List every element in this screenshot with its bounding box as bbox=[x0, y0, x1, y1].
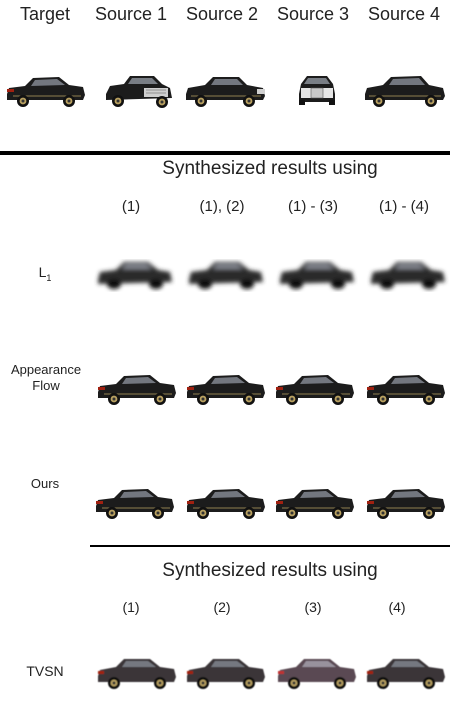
section-divider-thick bbox=[0, 151, 450, 155]
header-source-4: Source 4 bbox=[367, 4, 441, 24]
ours-result-3 bbox=[272, 480, 356, 526]
ours-result-1 bbox=[92, 480, 176, 526]
appearance-flow-result-1 bbox=[94, 366, 178, 412]
row-label-appearance-flow: Appearance Flow bbox=[0, 362, 92, 394]
l1-result-4 bbox=[365, 252, 449, 298]
section-2-col-2: (2) bbox=[213, 599, 231, 615]
row-label-tvsn: TVSN bbox=[26, 663, 64, 679]
section-1-title: Synthesized results using bbox=[162, 158, 378, 179]
section-2-title: Synthesized results using bbox=[162, 560, 378, 581]
appearance-flow-result-2 bbox=[183, 366, 267, 412]
section-2-col-1: (1) bbox=[122, 599, 140, 615]
appearance-flow-label-line: Flow bbox=[32, 378, 60, 393]
tvsn-result-3 bbox=[274, 650, 358, 696]
tvsn-result-2 bbox=[183, 650, 267, 696]
source-3-car-image bbox=[275, 68, 359, 114]
appearance-flow-result-3 bbox=[272, 366, 356, 412]
l1-result-2 bbox=[183, 252, 267, 298]
tvsn-result-4 bbox=[363, 650, 447, 696]
target-car-image bbox=[3, 68, 87, 114]
source-4-car-image bbox=[363, 68, 447, 114]
header-target: Target bbox=[19, 4, 71, 24]
tvsn-result-1 bbox=[94, 650, 178, 696]
header-source-1: Source 1 bbox=[94, 4, 168, 24]
section-1-col-2: (1), (2) bbox=[199, 198, 245, 215]
section-2-col-4: (4) bbox=[388, 599, 406, 615]
l1-result-3 bbox=[274, 252, 358, 298]
section-2-col-3: (3) bbox=[304, 599, 322, 615]
section-divider-thin bbox=[90, 545, 450, 547]
appearance-flow-result-4 bbox=[363, 366, 447, 412]
section-1-col-3: (1) - (3) bbox=[288, 198, 338, 215]
appearance-flow-label-line: Appearance bbox=[10, 362, 82, 377]
row-label-l1: L1 bbox=[38, 264, 52, 283]
l1-result-1 bbox=[92, 252, 176, 298]
row-label-ours: Ours bbox=[30, 476, 60, 491]
ours-result-2 bbox=[183, 480, 267, 526]
header-source-2: Source 2 bbox=[185, 4, 259, 24]
source-2-car-image bbox=[183, 68, 267, 114]
section-1-col-4: (1) - (4) bbox=[379, 198, 429, 215]
source-1-car-image bbox=[96, 68, 180, 114]
header-source-3: Source 3 bbox=[276, 4, 350, 24]
ours-result-4 bbox=[363, 480, 447, 526]
section-1-col-1: (1) bbox=[121, 198, 141, 215]
